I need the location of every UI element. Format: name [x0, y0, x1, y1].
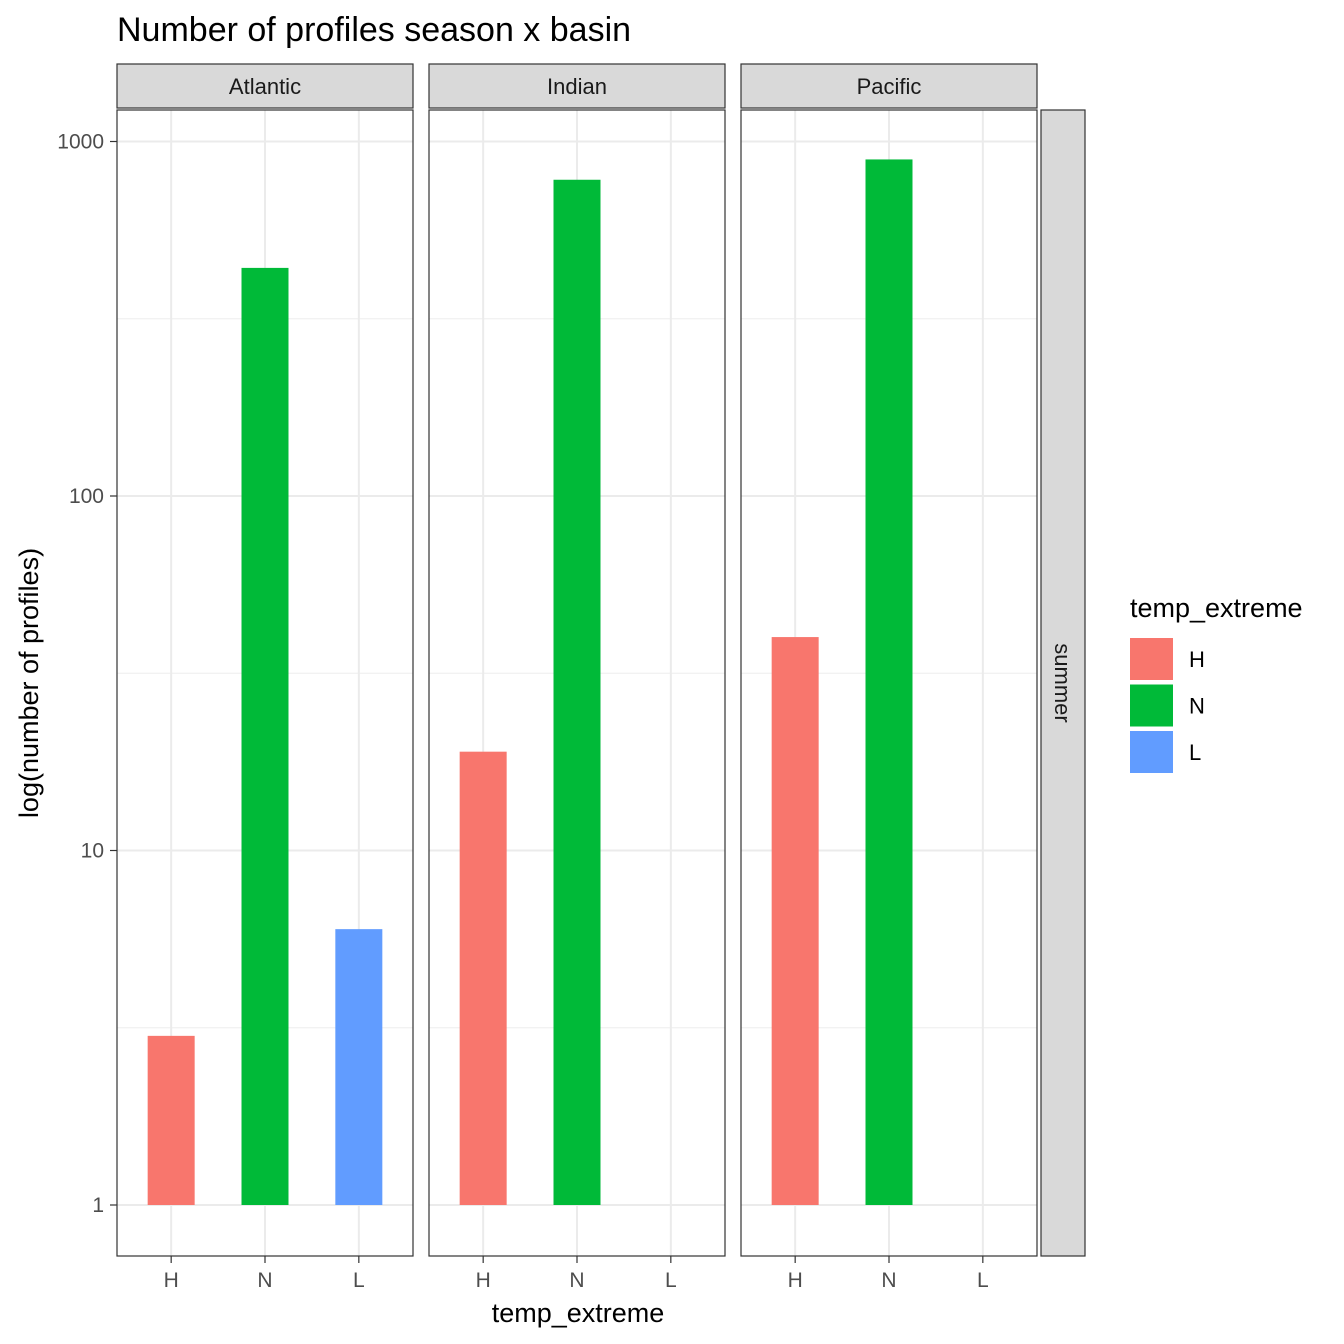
strip-background	[740, 63, 1038, 109]
row-strip-label: summer	[1050, 643, 1075, 722]
bar-atlantic-L	[335, 929, 383, 1205]
bar-pacific-N	[865, 159, 913, 1205]
legend-key-label: H	[1189, 647, 1205, 672]
x-tick-label: H	[476, 1269, 491, 1292]
y-tick-label: 100	[69, 485, 104, 508]
x-tick-label: N	[881, 1269, 896, 1292]
legend-key-swatch	[1130, 684, 1173, 727]
strip-label: Indian	[547, 74, 607, 99]
row-facet-strip: summer	[1040, 109, 1086, 1257]
facet-panels: Atlantic H N L Indian H N L Pacific H N L	[116, 63, 1038, 1292]
legend-entry-H: H	[1130, 638, 1205, 680]
y-axis: 1 10 100 1000	[57, 131, 117, 1217]
x-tick-label: L	[977, 1269, 989, 1292]
bar-pacific-H	[771, 637, 819, 1205]
legend-key-label: N	[1189, 694, 1205, 719]
y-tick-label: 1000	[57, 131, 104, 154]
legend-entry-N: N	[1130, 684, 1205, 727]
legend: temp_extreme HNL	[1130, 593, 1303, 773]
x-tick-label: N	[569, 1269, 584, 1292]
chart-title: Number of profiles season x basin	[117, 11, 631, 49]
strip-label: Pacific	[857, 74, 922, 99]
legend-title: temp_extreme	[1130, 593, 1303, 623]
strip-background	[116, 63, 414, 109]
x-tick-label: L	[665, 1269, 677, 1292]
legend-key-swatch	[1130, 638, 1173, 680]
row-strip-background	[1040, 109, 1086, 1257]
x-tick-label: H	[788, 1269, 803, 1292]
x-tick-label: H	[164, 1269, 179, 1292]
y-axis-title: log(number of profiles)	[14, 548, 44, 818]
bar-indian-N	[553, 179, 601, 1206]
bar-indian-H	[459, 751, 507, 1205]
strip-background	[428, 63, 726, 109]
panel-atlantic: Atlantic H N L	[116, 63, 414, 1292]
y-tick-label: 10	[81, 840, 104, 863]
legend-key-swatch	[1130, 731, 1173, 773]
legend-entry-L: L	[1130, 731, 1201, 773]
y-tick-label: 1	[92, 1194, 104, 1217]
strip-label: Atlantic	[229, 74, 301, 99]
bar-atlantic-H	[147, 1035, 195, 1205]
legend-key-label: L	[1189, 740, 1201, 765]
bar-atlantic-N	[241, 267, 289, 1206]
x-tick-label: N	[257, 1269, 272, 1292]
panel-indian: Indian H N L	[428, 63, 726, 1292]
x-tick-label: L	[353, 1269, 365, 1292]
x-axis-title: temp_extreme	[492, 1298, 665, 1328]
panel-pacific: Pacific H N L	[740, 63, 1038, 1292]
